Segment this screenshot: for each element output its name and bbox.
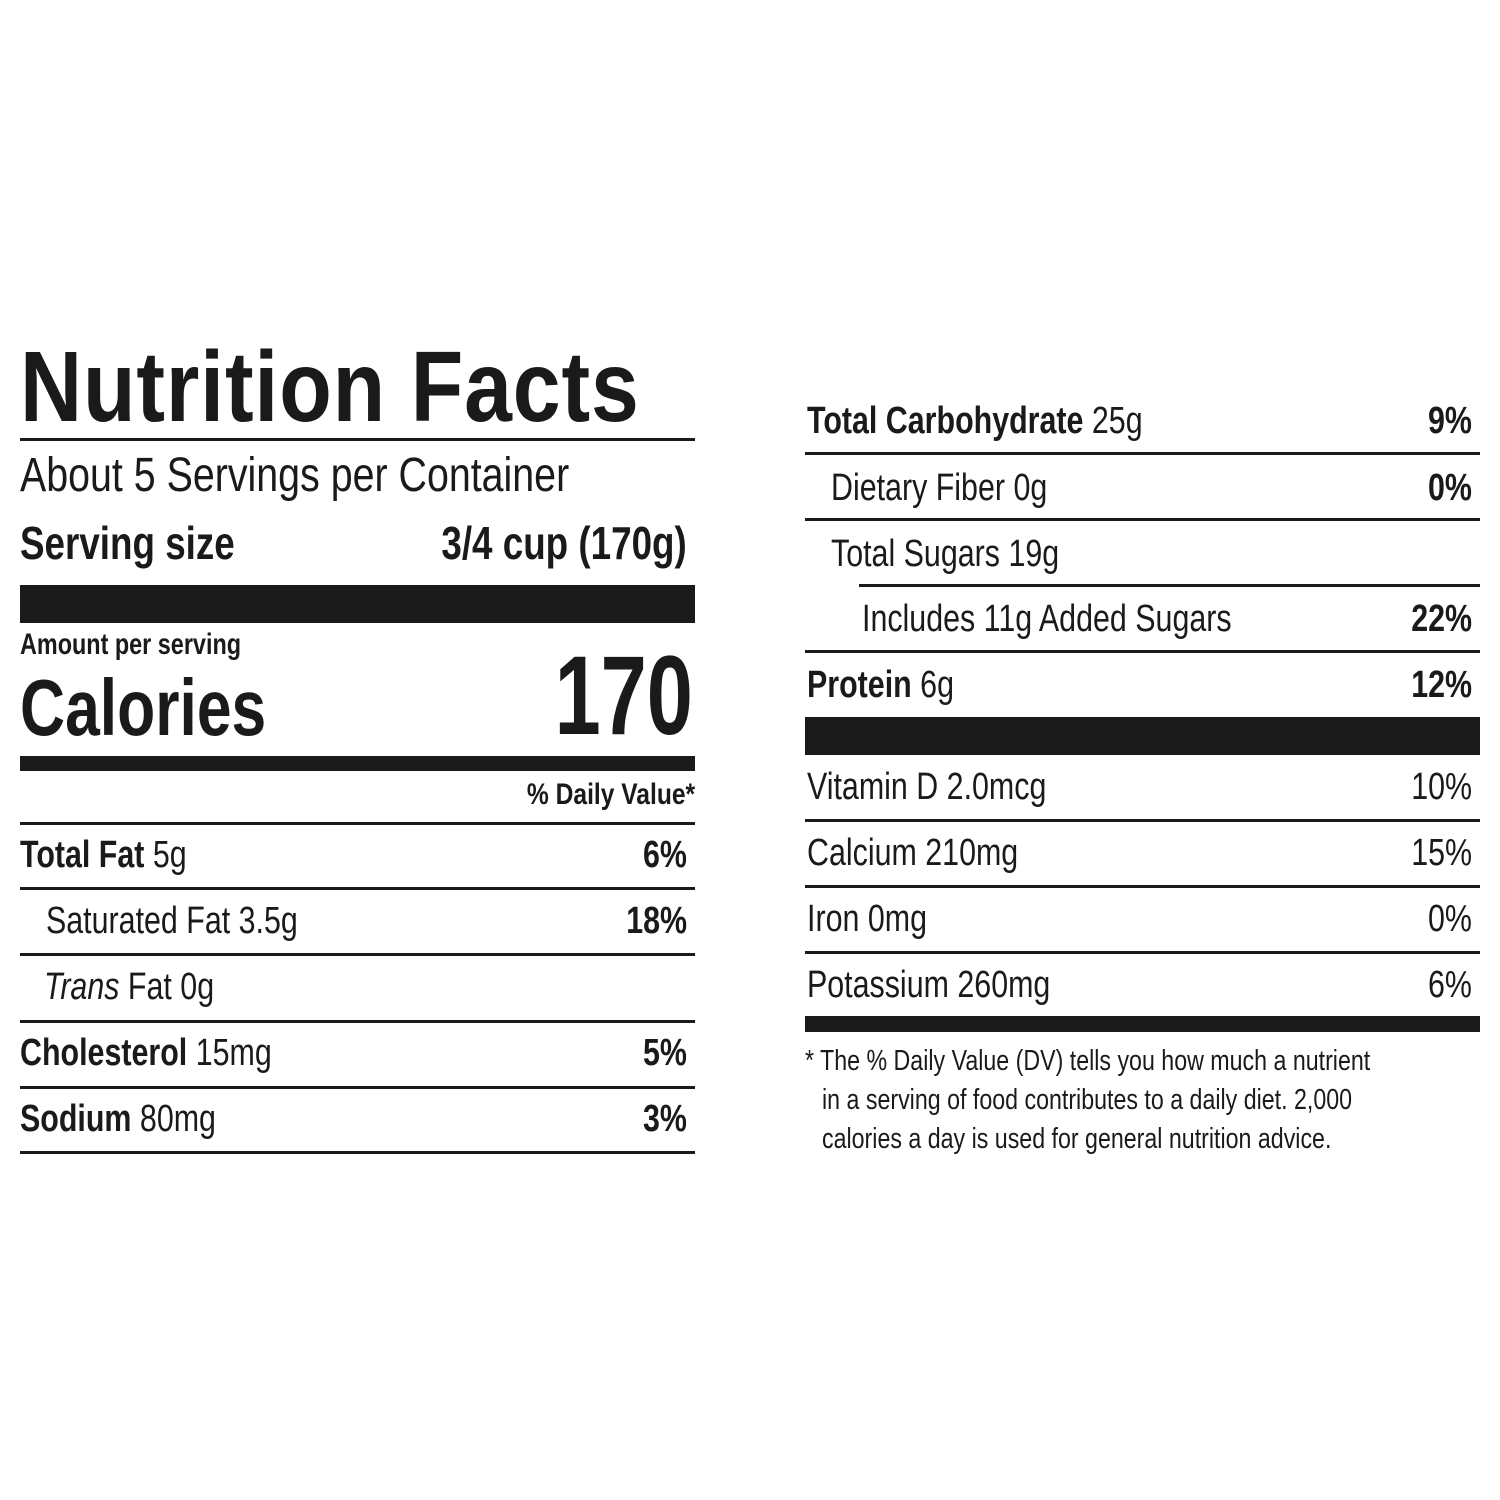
- row-divider: [20, 1086, 695, 1089]
- nutrient-amount: 0g: [180, 966, 215, 1008]
- vitamin-amount: 2.0mcg: [946, 766, 1047, 808]
- vitamin-row-vitamin-d: Vitamin D 2.0mcg 10%: [807, 767, 1472, 807]
- vitamin-name: Vitamin D: [807, 766, 939, 808]
- nutrient-amount: 3.5g: [238, 900, 298, 942]
- label-title: Nutrition Facts: [20, 331, 640, 443]
- nutrient-dv: 22%: [1411, 598, 1472, 640]
- nutrient-row-sodium: Sodium 80mg 3%: [20, 1099, 687, 1139]
- vitamin-row-calcium: Calcium 210mg 15%: [807, 833, 1472, 873]
- servings-per-container: About 5 Servings per Container: [20, 449, 570, 502]
- nutrient-dv: 12%: [1411, 664, 1472, 706]
- row-divider: [805, 885, 1480, 888]
- vitamin-name: Calcium: [807, 832, 917, 874]
- vitamin-name: Potassium: [807, 964, 949, 1006]
- nutrient-dv: 9%: [1428, 400, 1472, 442]
- row-divider: [805, 951, 1480, 954]
- nutrient-row-saturated-fat: Saturated Fat 3.5g 18%: [46, 901, 687, 941]
- nutrient-row-protein: Protein 6g 12%: [807, 665, 1472, 705]
- row-divider: [805, 518, 1480, 521]
- nutrient-row-dietary-fiber: Dietary Fiber 0g 0%: [831, 468, 1472, 508]
- nutrient-amount: 19g: [1008, 533, 1060, 575]
- nutrient-amount: 5g: [152, 834, 187, 876]
- nutrient-name: Total Fat: [20, 834, 145, 876]
- nutrient-name: Total Carbohydrate: [807, 400, 1084, 442]
- thick-divider-vitamins: [805, 717, 1480, 755]
- medium-divider-calories: [20, 756, 695, 771]
- vitamin-amount: 0mg: [867, 898, 927, 940]
- nutrient-name: Cholesterol: [20, 1032, 188, 1074]
- nutrient-name: Total Sugars: [831, 533, 1000, 575]
- nutrient-name: Includes 11g Added Sugars: [862, 598, 1232, 640]
- row-divider: [20, 887, 695, 890]
- nutrient-amount: 0g: [1013, 467, 1048, 509]
- row-divider: [20, 1151, 695, 1154]
- vitamin-row-potassium: Potassium 260mg 6%: [807, 965, 1472, 1005]
- nutrient-dv: 0%: [1428, 467, 1472, 509]
- calories-value: 170: [554, 633, 693, 758]
- vitamin-dv: 10%: [1411, 766, 1472, 808]
- nutrient-row-total-carbohydrate: Total Carbohydrate 25g 9%: [807, 401, 1472, 441]
- calories-label: Calories: [20, 663, 267, 752]
- dv-divider: [20, 822, 695, 825]
- vitamin-amount: 210mg: [925, 832, 1019, 874]
- row-divider: [805, 819, 1480, 822]
- row-divider-indented: [859, 584, 1480, 587]
- daily-value-header: % Daily Value*: [526, 778, 695, 811]
- daily-value-footnote: * The % Daily Value (DV) tells you how m…: [805, 1045, 1371, 1155]
- vitamin-dv: 15%: [1411, 832, 1472, 874]
- nutrient-name-italic: Trans: [44, 966, 120, 1008]
- nutrient-row-cholesterol: Cholesterol 15mg 5%: [20, 1033, 687, 1073]
- nutrient-name: Protein: [807, 664, 912, 706]
- serving-size-value: 3/4 cup (170g): [441, 517, 687, 569]
- nutrient-amount: 25g: [1091, 400, 1143, 442]
- row-divider: [805, 452, 1480, 455]
- row-divider: [20, 953, 695, 956]
- nutrient-row-added-sugars: Includes 11g Added Sugars 22%: [862, 599, 1472, 639]
- vitamin-dv: 6%: [1428, 964, 1472, 1006]
- amount-per-serving: Amount per serving: [20, 628, 242, 661]
- title-divider: [20, 438, 695, 441]
- nutrient-dv: 5%: [643, 1032, 687, 1074]
- medium-divider-footnote: [805, 1016, 1480, 1032]
- row-divider: [805, 650, 1480, 653]
- nutrient-dv: 6%: [643, 834, 687, 876]
- vitamin-row-iron: Iron 0mg 0%: [807, 899, 1472, 939]
- right-column: Total Carbohydrate 25g 9% Dietary Fiber …: [805, 380, 1480, 1160]
- vitamin-amount: 260mg: [957, 964, 1051, 1006]
- nutrient-name: Dietary Fiber: [831, 467, 1005, 509]
- nutrient-row-total-fat: Total Fat 5g 6%: [20, 835, 687, 875]
- vitamin-name: Iron: [807, 898, 860, 940]
- vitamin-dv: 0%: [1428, 898, 1472, 940]
- nutrient-name: Saturated Fat: [46, 900, 231, 942]
- nutrient-row-trans-fat: Trans Fat 0g: [44, 967, 687, 1007]
- nutrient-row-total-sugars: Total Sugars 19g: [831, 534, 1472, 574]
- nutrient-name: Sodium: [20, 1098, 132, 1140]
- nutrient-amount: 6g: [920, 664, 954, 706]
- left-column: Nutrition Facts About 5 Servings per Con…: [20, 330, 695, 1160]
- nutrient-amount: 15mg: [195, 1032, 272, 1074]
- nutrient-dv: 18%: [626, 900, 687, 942]
- nutrient-name: Fat: [127, 966, 172, 1008]
- nutrient-dv: 3%: [643, 1098, 687, 1140]
- row-divider: [20, 1020, 695, 1023]
- thick-divider-top: [20, 585, 695, 623]
- nutrient-amount: 80mg: [139, 1098, 216, 1140]
- serving-size-label: Serving size: [20, 517, 235, 569]
